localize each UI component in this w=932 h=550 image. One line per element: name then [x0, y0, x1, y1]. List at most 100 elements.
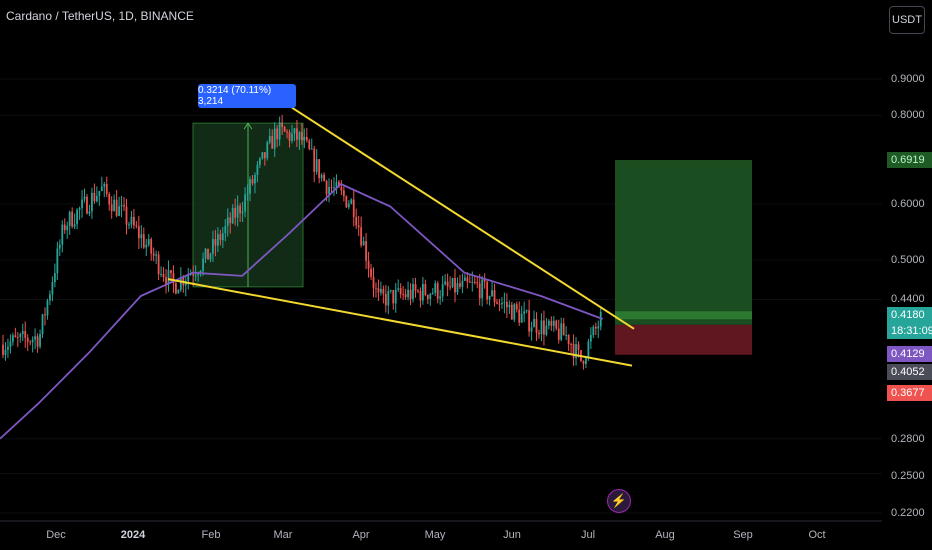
candle-body [441, 284, 444, 297]
candle [565, 326, 568, 341]
candle [394, 282, 397, 313]
candle-body [567, 334, 570, 344]
price-tick: 0.2200 [891, 507, 925, 519]
candle-body [417, 290, 419, 292]
candle-body [160, 274, 162, 276]
candle-body [296, 128, 298, 140]
trendlines-layer [167, 106, 635, 367]
candle-body [315, 159, 318, 172]
candle-body [323, 174, 325, 181]
candle [389, 289, 392, 294]
candle [407, 281, 409, 301]
candle-body [333, 187, 335, 189]
candle [271, 129, 274, 149]
candle [518, 301, 521, 326]
candle [422, 277, 424, 305]
candle-body [424, 283, 427, 295]
candle-body [11, 335, 14, 342]
candle [239, 202, 242, 222]
candle-body [478, 283, 481, 299]
candle-body [409, 289, 412, 300]
candle [268, 128, 271, 145]
candle-body [523, 311, 526, 314]
candle-body [392, 290, 395, 304]
candle [305, 127, 308, 143]
candle [535, 312, 538, 341]
candle-body [202, 258, 204, 271]
candle [249, 176, 251, 202]
candle [133, 209, 135, 230]
candle-body [258, 158, 261, 165]
candle-body [444, 281, 447, 285]
candle-body [587, 341, 590, 359]
candle-body [197, 273, 200, 276]
candle [291, 124, 293, 144]
candle-body [360, 227, 363, 246]
candle-body [303, 136, 306, 141]
candle [449, 276, 451, 291]
lightning-icon[interactable]: ⚡ [607, 489, 631, 513]
candle [281, 114, 284, 135]
candle [36, 333, 39, 353]
symbol-title[interactable]: Cardano / TetherUS, 1D, BINANCE [6, 9, 194, 23]
countdown-badge: 18:31:09 [887, 323, 932, 339]
candle [192, 265, 195, 287]
time-tick: Jun [503, 529, 521, 541]
candle-body [162, 274, 165, 278]
target-price-badge: 0.6919 [887, 152, 932, 168]
candle-body [355, 216, 358, 226]
candle [167, 260, 170, 292]
candle-body [268, 136, 271, 143]
candle-body [372, 276, 375, 288]
candle [254, 172, 256, 194]
currency-button[interactable]: USDT [889, 6, 925, 34]
candle [382, 285, 385, 304]
candle-body [594, 326, 597, 329]
candle [572, 334, 575, 366]
candle [397, 279, 400, 292]
candle-body [397, 288, 400, 290]
candle [130, 210, 133, 229]
candle [328, 178, 330, 203]
candle [113, 194, 116, 212]
candle [372, 267, 375, 298]
candle-body [543, 320, 545, 335]
candle-body [100, 186, 103, 192]
candle-body [565, 334, 568, 336]
candle [345, 195, 348, 208]
candle-body [518, 309, 521, 323]
candle-body [39, 334, 41, 347]
candle-body [473, 281, 476, 283]
candle-body [375, 287, 377, 289]
candle-body [273, 128, 276, 149]
candle [350, 198, 353, 205]
stop-price-badge: 0.3677 [887, 385, 932, 401]
candle [157, 251, 160, 281]
candle [335, 174, 338, 194]
candle [473, 275, 476, 285]
candle [498, 298, 501, 312]
candle-body [226, 217, 229, 226]
candle-body [103, 183, 106, 187]
candle-body [384, 293, 387, 306]
candle-body [399, 288, 402, 295]
candle [229, 212, 232, 234]
candle [505, 293, 508, 318]
candle [9, 334, 12, 354]
measure-arrow-head [243, 122, 253, 130]
candle [560, 317, 563, 342]
candle-body [234, 208, 237, 218]
candle-body [14, 335, 17, 338]
candle-body [239, 205, 242, 214]
candle [120, 195, 123, 218]
candle [105, 176, 108, 197]
candle-body [293, 128, 296, 134]
candle-body [538, 332, 540, 335]
candle-body [4, 349, 7, 355]
target-zone [615, 160, 752, 325]
candle [204, 247, 207, 263]
candle [419, 287, 422, 308]
candle-body [325, 180, 328, 195]
candle-body [93, 192, 96, 202]
